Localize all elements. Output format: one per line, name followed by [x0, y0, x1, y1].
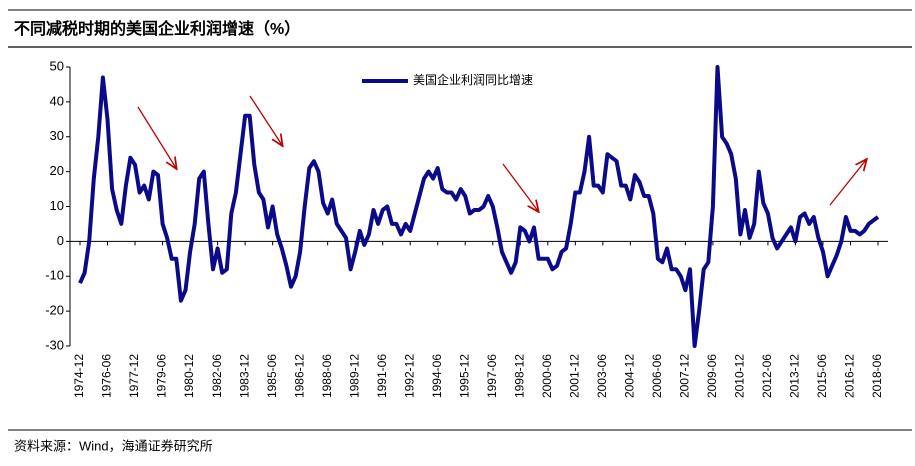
y-tick-label: -20 — [45, 303, 64, 318]
x-tick-label: 1991-06 — [375, 354, 389, 398]
x-tick-label: 2009-06 — [705, 354, 719, 398]
x-tick-label: 1992-12 — [402, 354, 416, 398]
y-tick-label: 20 — [50, 163, 64, 178]
y-tick-label: 40 — [50, 93, 64, 108]
x-tick-label: 1983-12 — [237, 354, 251, 398]
y-tick-label: 30 — [50, 128, 64, 143]
x-tick-label: 2006-06 — [650, 354, 664, 398]
x-tick-label: 2013-12 — [788, 354, 802, 398]
x-tick-label: 1982-06 — [210, 354, 224, 398]
x-tick-label: 1989-12 — [347, 354, 361, 398]
x-tick-label: 1979-06 — [155, 354, 169, 398]
x-tick-label: 1976-06 — [100, 354, 114, 398]
x-tick-label: 2018-06 — [870, 354, 884, 398]
x-tick-label: 2010-12 — [733, 354, 747, 398]
chart-title: 不同减税时期的美国企业利润增速（%） — [14, 19, 300, 38]
x-tick-label: 1988-06 — [320, 354, 334, 398]
y-tick-label: 50 — [50, 58, 64, 73]
y-tick-label: -30 — [45, 337, 64, 352]
y-tick-label: 0 — [57, 233, 64, 248]
x-tick-label: 1985-06 — [265, 354, 279, 398]
source: 资料来源：Wind，海通证券研究所 — [14, 438, 213, 453]
x-tick-label: 1977-12 — [127, 354, 141, 398]
x-tick-label: 2003-06 — [595, 354, 609, 398]
arrows — [137, 95, 866, 211]
x-tick-label: 2004-12 — [623, 354, 637, 398]
x-tick-label: 1995-12 — [457, 354, 471, 398]
series-line — [78, 65, 880, 348]
x-tick-label: 1997-06 — [485, 354, 499, 398]
x-tick-label: 2007-12 — [678, 354, 692, 398]
x-tick-label: 1998-12 — [512, 354, 526, 398]
x-tick-label: 1974-12 — [72, 354, 86, 398]
x-tick-label: 2012-06 — [760, 354, 774, 398]
x-tick-label: 2015-06 — [815, 354, 829, 398]
x-tick-label: 2016-12 — [843, 354, 857, 398]
x-tick-label: 2001-12 — [567, 354, 581, 398]
x-tick-label: 1994-06 — [430, 354, 444, 398]
y-tick-label: 10 — [50, 198, 64, 213]
legend-label: 美国企业利润同比增速 — [413, 72, 533, 87]
x-tick-label: 1980-12 — [182, 354, 196, 398]
y-tick-label: -10 — [45, 268, 64, 283]
x-tick-label: 1986-12 — [292, 354, 306, 398]
x-tick-label: 2000-06 — [540, 354, 554, 398]
